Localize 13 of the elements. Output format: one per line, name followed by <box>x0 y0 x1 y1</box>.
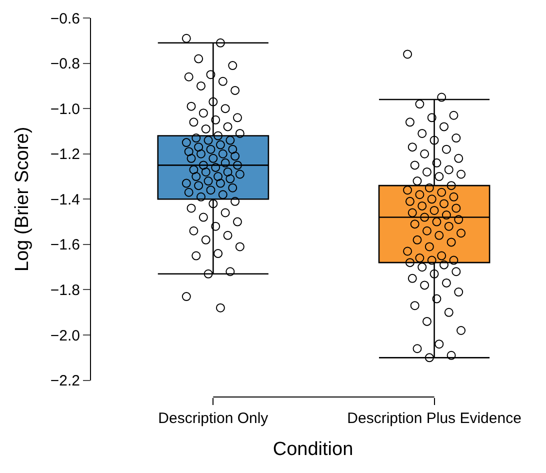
y-axis-title: Log (Brier Score) <box>12 126 34 272</box>
y-tick-label: −0.6 <box>50 10 80 28</box>
y-tick-label: −1.2 <box>50 146 80 164</box>
x-tick-label: Description Plus Evidence <box>347 410 522 427</box>
y-tick-label: −2.2 <box>50 372 80 390</box>
y-tick-label: −2.0 <box>50 327 80 344</box>
x-tick-label: Description Only <box>158 410 269 427</box>
y-tick-label: −1.8 <box>50 282 80 299</box>
y-tick-label: −0.8 <box>50 56 80 73</box>
x-axis-title: Condition <box>272 438 354 460</box>
y-tick-label: −1.4 <box>50 191 80 208</box>
y-tick-label: −1.6 <box>50 236 80 254</box>
y-tick-label: −1.0 <box>50 100 80 118</box>
